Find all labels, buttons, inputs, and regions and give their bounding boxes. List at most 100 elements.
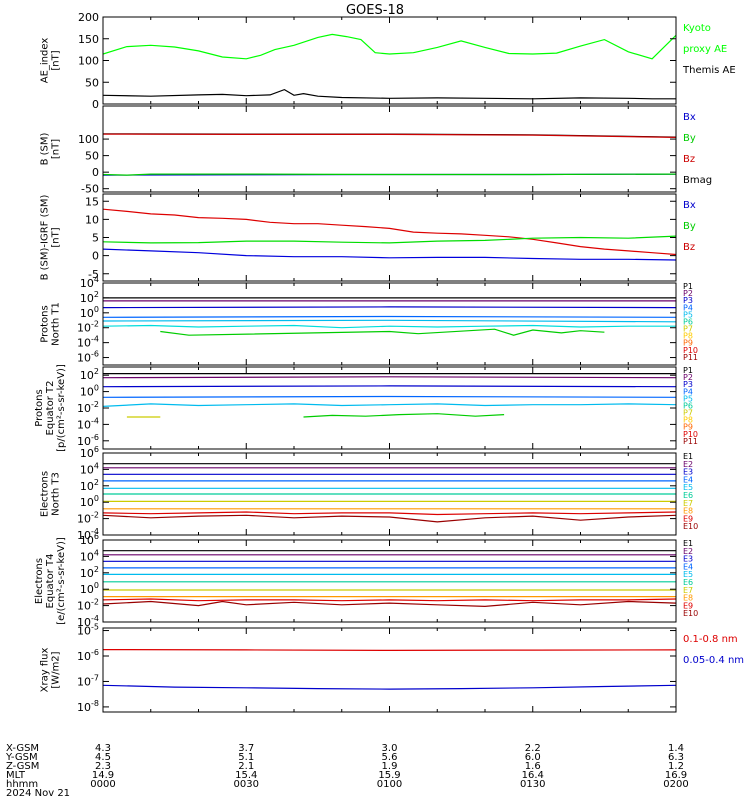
- legend-entry: E4: [683, 562, 693, 571]
- legend-entry: P4: [683, 387, 693, 396]
- y-tick-label: 10-4: [77, 527, 99, 542]
- y-tick-label: 10-4: [77, 335, 99, 350]
- legend-entry: P7: [683, 409, 693, 418]
- y-axis-label: Xray flux: [40, 648, 51, 693]
- panel-frame: [102, 105, 677, 193]
- y-axis-label: [p/(cm²-s-sr-keV)]: [56, 364, 67, 452]
- series-line-p3: [103, 385, 676, 388]
- footer-value: 3.7: [238, 743, 254, 754]
- legend-entry: P9: [683, 423, 693, 432]
- series-group: [103, 373, 676, 418]
- panel-2: -50 0 50 100 B (SM) [nT] Bx By Bz Bmag: [40, 105, 712, 196]
- legend-entry: E2: [683, 547, 693, 556]
- footer-row-label: X-GSM: [6, 743, 39, 754]
- legend-entry: Bx: [683, 112, 696, 123]
- panel-frame: [102, 627, 677, 713]
- y-tick-label: 100: [80, 581, 99, 596]
- footer-value: 15.9: [378, 770, 400, 781]
- legend-entry: P8: [683, 416, 693, 425]
- footer-row-label: Y-GSM: [5, 752, 38, 763]
- y-axis-label: North T1: [51, 302, 62, 346]
- footer-value: 5.1: [238, 752, 254, 763]
- legend-entry: P7: [683, 325, 693, 334]
- y-tick-label: 10-2: [77, 320, 99, 335]
- y-tick-label: 104: [80, 461, 99, 476]
- series-line-bz: [103, 208, 676, 256]
- legend-entry: Kyoto: [683, 23, 711, 34]
- footer-value: 14.9: [92, 770, 114, 781]
- footer-value: 2.2: [525, 743, 541, 754]
- footer-row-label: 2024 Nov 21: [6, 788, 70, 799]
- legend-entry: 0.1-0.8 nm: [683, 634, 738, 645]
- series-line-p3: [103, 306, 676, 309]
- footer-value: 0030: [234, 779, 259, 790]
- legend-entry: E5: [683, 483, 693, 492]
- series-group: [103, 33, 676, 100]
- series-line-p4: [103, 395, 676, 398]
- legend-entry: E1: [683, 539, 693, 548]
- y-tick-label: 10-4: [77, 614, 99, 629]
- y-tick-label: 102: [80, 565, 99, 580]
- legend-entry: E1: [683, 452, 693, 461]
- legend-entry: P3: [683, 380, 693, 389]
- footer-value: 2.1: [238, 761, 254, 772]
- legend-entry: proxy AE: [683, 44, 727, 55]
- legend-entry: E8: [683, 507, 693, 516]
- series-line-bz: [103, 133, 676, 138]
- legend-entry: E10: [683, 609, 698, 618]
- y-axis-label: North T3: [51, 472, 62, 516]
- y-tick-label: 50: [85, 76, 99, 89]
- y-tick-label: 10-2: [77, 511, 99, 526]
- legend-entry: P11: [683, 437, 698, 446]
- legend-entry: E6: [683, 491, 693, 500]
- y-axis-label: [nT]: [51, 139, 62, 159]
- panel-frame: [102, 282, 677, 366]
- legend-entry: E6: [683, 578, 693, 587]
- legend-entry: P9: [683, 339, 693, 348]
- legend-entry: P5: [683, 394, 693, 403]
- y-tick-label: 106: [80, 532, 99, 547]
- y-tick-label: 0: [92, 98, 99, 111]
- y-tick-label: 106: [80, 445, 99, 460]
- legend-entry: E2: [683, 460, 693, 469]
- legend-entry: P10: [683, 346, 698, 355]
- legend-entry: By: [683, 133, 696, 144]
- legend-entry: P2: [683, 373, 693, 382]
- series-group: [103, 133, 676, 176]
- legend-entry: P11: [683, 353, 698, 362]
- series-line-p7: [160, 328, 605, 336]
- legend-entry: Bz: [683, 154, 695, 165]
- panel-frame: [102, 366, 677, 450]
- series-group: [103, 208, 676, 261]
- y-tick-label: 102: [80, 290, 99, 305]
- series-line-p4: [103, 315, 676, 318]
- y-tick-label: 200: [78, 11, 99, 24]
- footer-value: 0000: [90, 779, 115, 790]
- y-tick-label: 50: [85, 150, 99, 163]
- footer-row-label: Z-GSM: [6, 761, 39, 772]
- series-group: [103, 297, 676, 336]
- panel-3: -5 0 5 10 15 B (SM)-IGRF (SM) [nT] Bx By Bz: [40, 193, 696, 282]
- series-group: [103, 648, 676, 690]
- y-tick-label: 100: [80, 305, 99, 320]
- series-line-e9: [103, 598, 676, 602]
- legend-entry: 0.05-0.4 nm: [683, 655, 744, 666]
- series-line-p5: [103, 403, 676, 407]
- legend-entry: E3: [683, 468, 693, 477]
- y-tick-label: 5: [92, 232, 99, 245]
- y-tick-label: 104: [80, 275, 99, 290]
- y-tick-label: 10-2: [77, 400, 99, 415]
- footer-value: 1.4: [668, 743, 684, 754]
- y-axis-label: Equator T4: [45, 554, 56, 609]
- y-tick-label: 10-6: [77, 433, 99, 448]
- legend-entry: E4: [683, 475, 693, 484]
- y-axis-label: Equator T2: [45, 381, 56, 436]
- legend-entry: P1: [683, 282, 693, 291]
- y-axis-label: [nT]: [51, 50, 62, 70]
- legend-entry: E5: [683, 570, 693, 579]
- series-line-themis-ae: [103, 88, 676, 100]
- y-tick-label: 100: [78, 133, 99, 146]
